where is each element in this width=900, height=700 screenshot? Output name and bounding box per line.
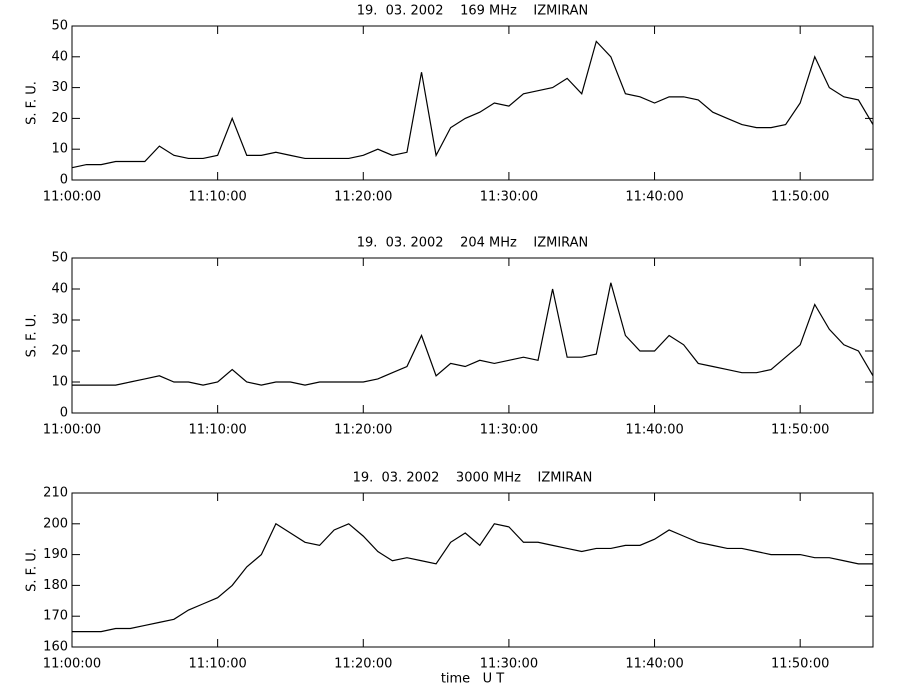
y-tick-label: 160 — [43, 640, 68, 655]
y-tick-label: 10 — [51, 375, 68, 390]
y-tick-label: 30 — [51, 313, 68, 328]
x-tick-label: 11:00:00 — [43, 190, 101, 205]
y-axis-label: S. F. U. — [25, 314, 40, 358]
y-tick-label: 170 — [43, 609, 68, 624]
x-tick-label: 11:40:00 — [625, 657, 683, 672]
x-tick-label: 11:30:00 — [480, 423, 538, 438]
y-tick-label: 50 — [51, 251, 68, 266]
y-tick-label: 50 — [51, 19, 68, 34]
y-tick-label: 40 — [51, 282, 68, 297]
plot-frame — [71, 492, 874, 648]
data-line — [71, 40, 874, 169]
y-axis-label: S. F. U. — [25, 548, 40, 592]
y-tick-label: 0 — [60, 406, 68, 421]
y-tick-label: 20 — [51, 344, 68, 359]
x-tick-label: 11:50:00 — [771, 190, 829, 205]
y-axis-label: S. F. U. — [25, 81, 40, 125]
chart-title: 19. 03. 2002 3000 MHz IZMIRAN — [353, 471, 593, 486]
x-tick-label: 11:10:00 — [188, 190, 246, 205]
data-line — [72, 282, 874, 386]
x-tick-label: 11:00:00 — [43, 657, 101, 672]
x-tick-label: 11:30:00 — [480, 190, 538, 205]
x-tick-label: 11:50:00 — [771, 423, 829, 438]
y-tick-label: 210 — [43, 486, 68, 501]
plot-frame — [71, 257, 874, 414]
y-tick-label: 40 — [51, 49, 68, 64]
x-tick-label: 11:20:00 — [334, 423, 392, 438]
y-tick-label: 30 — [51, 80, 68, 95]
data-line — [72, 522, 873, 633]
x-tick-label: 11:40:00 — [625, 423, 683, 438]
x-tick-label: 11:40:00 — [625, 190, 683, 205]
x-tick-label: 11:10:00 — [188, 423, 246, 438]
x-axis-label: time U T — [441, 672, 504, 687]
chart-title: 19. 03. 2002 169 MHz IZMIRAN — [357, 4, 589, 19]
x-tick-label: 11:30:00 — [480, 657, 538, 672]
y-tick-label: 10 — [51, 142, 68, 157]
y-tick-label: 190 — [43, 547, 68, 562]
y-tick-label: 20 — [51, 111, 68, 126]
x-tick-label: 11:00:00 — [43, 423, 101, 438]
chart-title: 19. 03. 2002 204 MHz IZMIRAN — [357, 236, 589, 251]
plot-frame — [71, 25, 874, 181]
y-tick-label: 180 — [43, 578, 68, 593]
x-tick-label: 11:50:00 — [771, 657, 829, 672]
x-tick-label: 11:10:00 — [188, 657, 246, 672]
x-tick-label: 11:20:00 — [334, 190, 392, 205]
x-tick-label: 11:20:00 — [334, 657, 392, 672]
y-tick-label: 0 — [60, 173, 68, 188]
y-tick-label: 200 — [43, 516, 68, 531]
